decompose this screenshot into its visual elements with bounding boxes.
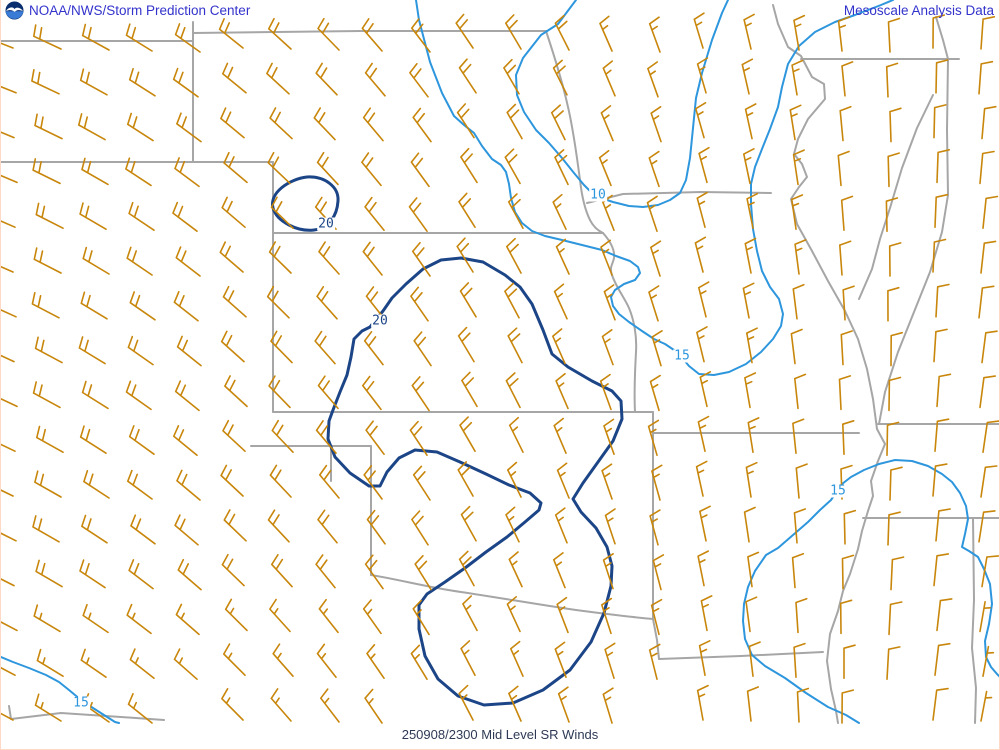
contour-label-20: 20 [371,313,389,329]
contour-label-20: 20 [317,216,335,232]
contour-label-15: 15 [829,483,847,499]
spc-home-link[interactable]: NOAA/NWS/Storm Prediction Center [29,3,251,18]
contour-label-15: 15 [72,695,90,711]
contour-label-15: 15 [673,348,691,364]
map-caption: 250908/2300 Mid Level SR Winds [401,727,599,742]
contour-label-10: 10 [589,187,607,203]
page-header: NOAA/NWS/Storm Prediction Center Mesosca… [1,0,999,22]
noaa-logo-icon[interactable] [5,1,24,20]
mesoscale-analysis-link[interactable]: Mesoscale Analysis Data [843,3,994,18]
